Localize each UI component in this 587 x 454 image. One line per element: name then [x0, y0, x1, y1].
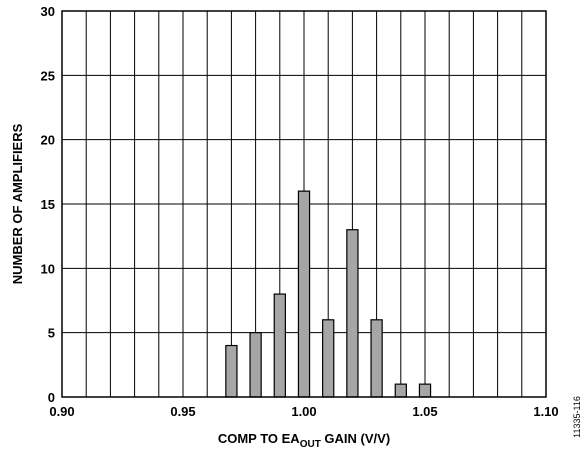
bar: [418, 383, 432, 398]
x-tick-label: 0.90: [49, 404, 74, 419]
bar: [370, 319, 383, 398]
x-axis-title-part-1: COMP TO EA: [218, 431, 300, 446]
x-axis-title-subscript: OUT: [300, 439, 321, 450]
y-tick-label: 5: [48, 326, 55, 341]
y-axis-title: NUMBER OF AMPLIFIERS: [10, 123, 25, 284]
x-tick-label: 0.95: [170, 404, 195, 419]
bar: [297, 190, 311, 398]
bar: [273, 293, 286, 398]
bar: [346, 229, 359, 398]
y-tick-label: 15: [41, 197, 55, 212]
y-tick-label: 30: [41, 4, 55, 19]
y-tick-label: 10: [41, 261, 55, 276]
bar: [225, 344, 238, 398]
x-tick-labels: 0.90 0.95 1.00 1.05 1.10: [49, 404, 558, 419]
y-tick-label: 20: [41, 133, 55, 148]
x-tick-label: 1.00: [291, 404, 316, 419]
grid-lines: [62, 11, 546, 397]
y-tick-labels: 0 5 10 15 20 25 30: [41, 4, 55, 405]
x-tick-label: 1.10: [533, 404, 558, 419]
bar: [249, 332, 262, 398]
x-axis-title: COMP TO EAOUT GAIN (V/V): [218, 431, 390, 450]
x-tick-label: 1.05: [412, 404, 437, 419]
bar: [322, 319, 335, 398]
x-axis-title-part-2: GAIN (V/V): [321, 431, 390, 446]
figure-id: 11335-116: [572, 396, 582, 438]
y-tick-label: 25: [41, 68, 55, 83]
plot-frame: [61, 10, 547, 398]
bar: [394, 383, 407, 398]
y-tick-label: 0: [48, 390, 55, 405]
